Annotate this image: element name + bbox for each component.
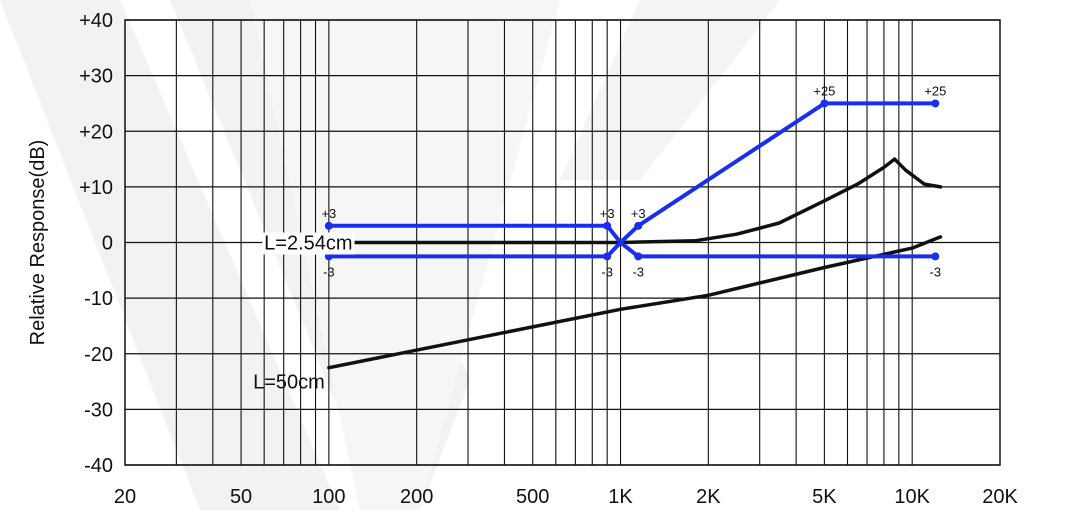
y-axis-label: Relative Response(dB) [27,140,49,346]
x-tick-label: 200 [400,486,433,508]
tolerance-value-label: -3 [601,264,613,279]
tolerance-value-label: -3 [323,264,335,279]
tolerance-value-label: -3 [930,264,942,279]
tolerance-value-label: +3 [600,206,615,221]
y-tick-label: +30 [79,66,113,88]
tolerance-marker [820,99,829,108]
watermark-stripe [0,0,340,510]
response-line [327,235,943,370]
marker-group [324,99,940,261]
tolerance-marker [634,252,643,261]
x-tick-label: 2K [696,486,721,508]
y-tick-label: +40 [79,10,113,32]
x-tick-label: 5K [812,486,837,508]
tolerance-value-label: +25 [924,83,946,98]
tolerance-marker [931,252,940,261]
x-tick-label: 20 [114,486,136,508]
tolerance-line [326,240,938,259]
annotation-bg [262,232,355,255]
y-tick-label: -40 [84,455,113,477]
watermark-stripe [560,0,780,180]
tolerance-value-label: +25 [813,83,835,98]
tolerance-value-label: +3 [631,206,646,221]
tolerance-marker [603,221,612,230]
y-tick-label: -20 [84,344,113,366]
tolerance-marker [324,221,333,230]
response-line [327,157,943,245]
tolerance-line [326,101,938,245]
y-tick-label: +10 [79,177,113,199]
tolerance-value-label: -3 [632,264,644,279]
y-tick-label: -10 [84,288,113,310]
x-tick-label: 50 [230,486,252,508]
tolerance-marker [603,252,612,261]
series-annotation: L=50cm [253,372,325,394]
x-tick-label: 500 [516,486,549,508]
y-tick-label: -30 [84,399,113,421]
y-tick-label: 0 [102,233,113,255]
x-tick-label: 100 [312,486,345,508]
y-tick-label: +20 [79,121,113,143]
x-tick-label: 1K [608,486,633,508]
series-annotation: L=2.54cm [264,233,352,255]
tolerance-value-label: +3 [321,206,336,221]
x-tick-label: 20K [982,486,1018,508]
x-tick-label: 10K [894,486,930,508]
tolerance-marker [634,221,643,230]
series-group [326,101,943,370]
tolerance-marker [931,99,940,108]
